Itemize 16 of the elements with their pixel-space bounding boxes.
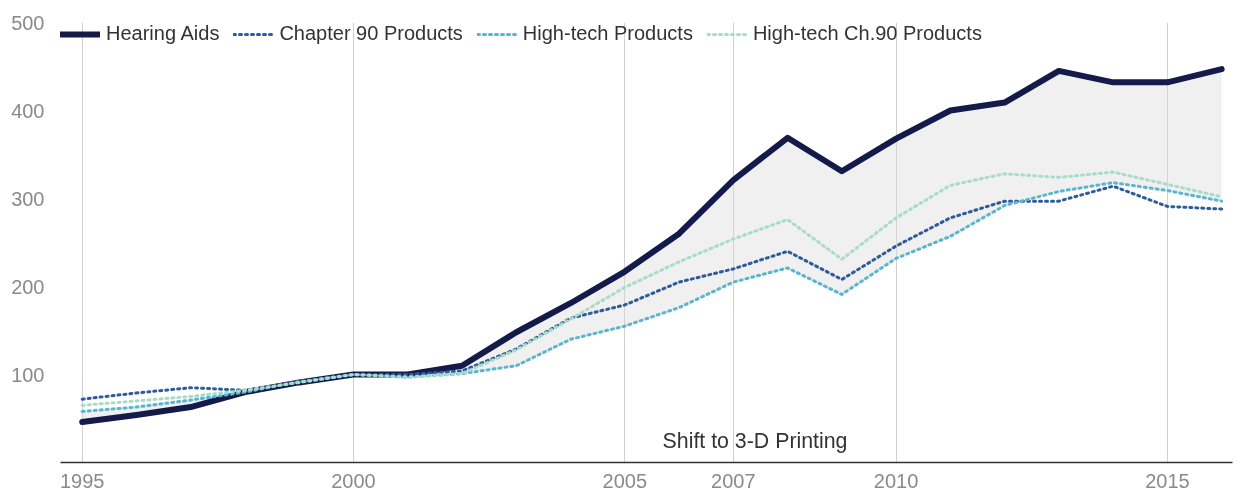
x-tick-label: 1995 — [59, 469, 105, 492]
legend-label: High-tech Ch.90 Products — [752, 22, 982, 45]
legend-label: Hearing Aids — [106, 22, 220, 45]
y-tick-label: 100 — [11, 363, 45, 386]
y-tick-label: 500 — [11, 11, 45, 34]
legend-label: Chapter 90 Products — [279, 22, 463, 45]
y-tick-label: 200 — [11, 275, 45, 298]
x-tick-label: 2007 — [711, 469, 756, 492]
x-tick-label: 2015 — [1145, 469, 1190, 492]
x-tick-label: 2005 — [602, 469, 648, 492]
annotation: Shift to 3-D Printing — [662, 428, 848, 453]
x-tick-label: 2010 — [873, 469, 919, 492]
legend-label: High-tech Products — [522, 22, 693, 45]
x-tick-label: 2000 — [331, 469, 376, 492]
y-tick-label: 400 — [11, 99, 45, 122]
y-tick-label: 300 — [11, 187, 45, 210]
